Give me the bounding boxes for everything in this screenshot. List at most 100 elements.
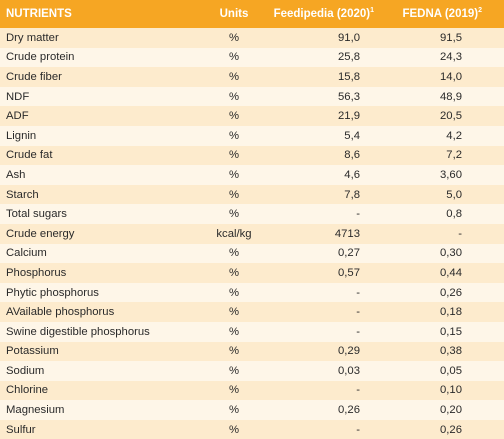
unit-cell: % <box>228 208 240 221</box>
table-row: Calcium% 0,27 0,30 <box>0 243 504 264</box>
table-row: AVailable phosphorus% - 0,18 <box>0 302 504 322</box>
table-row: Lignin% 5,4 4,2 <box>0 125 504 146</box>
table-row: NDF% 56,3 48,9 <box>0 86 504 107</box>
table-row: Crude energy kcal/kg 4713 - <box>0 223 504 244</box>
feedipedia-value-cell: - <box>356 306 360 319</box>
table-row: Dry matter% 91,0 91,5 <box>0 28 504 48</box>
unit-cell: % <box>228 325 240 338</box>
nutrient-cell: Chlorine <box>6 384 49 397</box>
fedna-value-cell: 0,44 <box>440 266 462 279</box>
fedna-value-cell: 7,2 <box>446 149 462 162</box>
feedipedia-value-cell: 21,9 <box>338 110 360 123</box>
feedipedia-value-cell: 5,4 <box>344 129 360 142</box>
header-nutrients: NUTRIENTS <box>6 8 72 20</box>
unit-cell: % <box>228 188 240 201</box>
table-row: Total sugars% - 0,8 <box>0 204 504 224</box>
fedna-value-cell: 0,8 <box>446 208 462 221</box>
fedna-value-cell: 48,9 <box>440 90 462 103</box>
feedipedia-value-cell: - <box>356 384 360 397</box>
table-row: Chlorine% - 0,10 <box>0 380 504 401</box>
unit-cell: % <box>228 90 240 103</box>
fedna-value-cell: 0,05 <box>440 364 462 377</box>
fedna-value-cell: 20,5 <box>440 110 462 123</box>
nutrient-cell: Potassium <box>6 345 59 358</box>
unit-cell: % <box>228 70 240 83</box>
unit-cell: % <box>228 247 240 260</box>
feedipedia-value-cell: 15,8 <box>338 70 360 83</box>
feedipedia-value-cell: 25,8 <box>338 51 360 64</box>
fedna-value-cell: 3,60 <box>440 168 462 181</box>
table-row: Sodium% 0,03 0,05 <box>0 361 504 381</box>
unit-cell: kcal/kg <box>216 227 252 240</box>
nutrient-cell: Crude protein <box>6 51 75 64</box>
nutrient-cell: Ash <box>6 168 26 181</box>
unit-cell: % <box>228 306 240 319</box>
fedna-value-cell: 0,20 <box>440 404 462 417</box>
header-feedipedia-sup: 1 <box>370 7 374 15</box>
unit-cell: % <box>228 266 240 279</box>
feedipedia-value-cell: 56,3 <box>338 90 360 103</box>
table-body: Dry matter% 91,0 91,5 Crude protein% 25,8 24,… <box>0 28 504 439</box>
nutrient-cell: Phosphorus <box>6 266 67 279</box>
header-feedipedia: Feedipedia (2020)1 <box>273 7 388 20</box>
nutrient-cell: Swine digestible phosphorus <box>6 325 150 338</box>
nutrient-cell: NDF <box>6 90 30 103</box>
nutrient-cell: Sodium <box>6 364 45 377</box>
table-row: Ash% 4,6 3,60 <box>0 165 504 185</box>
feedipedia-value-cell: - <box>356 423 360 436</box>
nutrient-cell: Crude energy <box>6 227 75 240</box>
feedipedia-value-cell: 4,6 <box>344 168 360 181</box>
nutrient-cell: Magnesium <box>6 404 65 417</box>
nutrient-cell: Starch <box>6 188 39 201</box>
fedna-value-cell: 5,0 <box>446 188 462 201</box>
unit-cell: % <box>228 129 240 142</box>
table-row: Starch% 7,8 5,0 <box>0 184 504 205</box>
fedna-value-cell: 4,2 <box>446 129 462 142</box>
table-row: Crude protein% 25,8 24,3 <box>0 47 504 68</box>
feedipedia-value-cell: - <box>356 286 360 299</box>
nutrient-cell: Crude fiber <box>6 70 62 83</box>
nutrient-cell: AVailable phosphorus <box>6 306 115 319</box>
unit-cell: % <box>228 51 240 64</box>
fedna-value-cell: 0,15 <box>440 325 462 338</box>
fedna-value-cell: - <box>458 227 462 240</box>
header-feedipedia-label: Feedipedia (2020) <box>273 8 371 20</box>
feedipedia-value-cell: - <box>356 208 360 221</box>
nutrient-cell: Crude fat <box>6 149 53 162</box>
unit-cell: % <box>228 149 240 162</box>
header-fedna: FEDNA (2019)2 <box>388 7 504 20</box>
table-row: Potassium% 0,29 0,38 <box>0 341 504 362</box>
table-row: Crude fiber% 15,8 14,0 <box>0 67 504 87</box>
fedna-value-cell: 0,26 <box>440 286 462 299</box>
fedna-value-cell: 0,18 <box>440 306 462 319</box>
unit-cell: % <box>228 404 240 417</box>
unit-cell: % <box>228 286 240 299</box>
fedna-value-cell: 91,5 <box>440 31 462 44</box>
feedipedia-value-cell: 4713 <box>334 227 360 240</box>
unit-cell: % <box>228 364 240 377</box>
nutrient-cell: ADF <box>6 110 29 123</box>
unit-cell: % <box>228 384 240 397</box>
fedna-value-cell: 0,38 <box>440 345 462 358</box>
nutrient-cell: Dry matter <box>6 31 59 44</box>
feedipedia-value-cell: 91,0 <box>338 31 360 44</box>
fedna-value-cell: 14,0 <box>440 70 462 83</box>
nutrient-cell: Sulfur <box>6 423 36 436</box>
unit-cell: % <box>228 345 240 358</box>
feedipedia-value-cell: 0,27 <box>338 247 360 260</box>
unit-cell: % <box>228 168 240 181</box>
feedipedia-value-cell: 0,57 <box>338 266 360 279</box>
table-header: NUTRIENTS Units Feedipedia (2020)1 FEDNA… <box>0 0 504 28</box>
table-row: Crude fat% 8,6 7,2 <box>0 145 504 166</box>
feedipedia-value-cell: 7,8 <box>344 188 360 201</box>
table-row: ADF% 21,9 20,5 <box>0 106 504 126</box>
fedna-value-cell: 0,30 <box>440 247 462 260</box>
table-row: Sulfur% - 0,26 <box>0 419 504 439</box>
unit-cell: % <box>228 110 240 123</box>
nutrient-cell: Phytic phosphorus <box>6 286 99 299</box>
feedipedia-value-cell: 0,29 <box>338 345 360 358</box>
table-row: Phytic phosphorus% - 0,26 <box>0 282 504 303</box>
table-row: Swine digestible phosphorus% - 0,15 <box>0 321 504 342</box>
nutrient-cell: Lignin <box>6 129 37 142</box>
feedipedia-value-cell: 8,6 <box>344 149 360 162</box>
